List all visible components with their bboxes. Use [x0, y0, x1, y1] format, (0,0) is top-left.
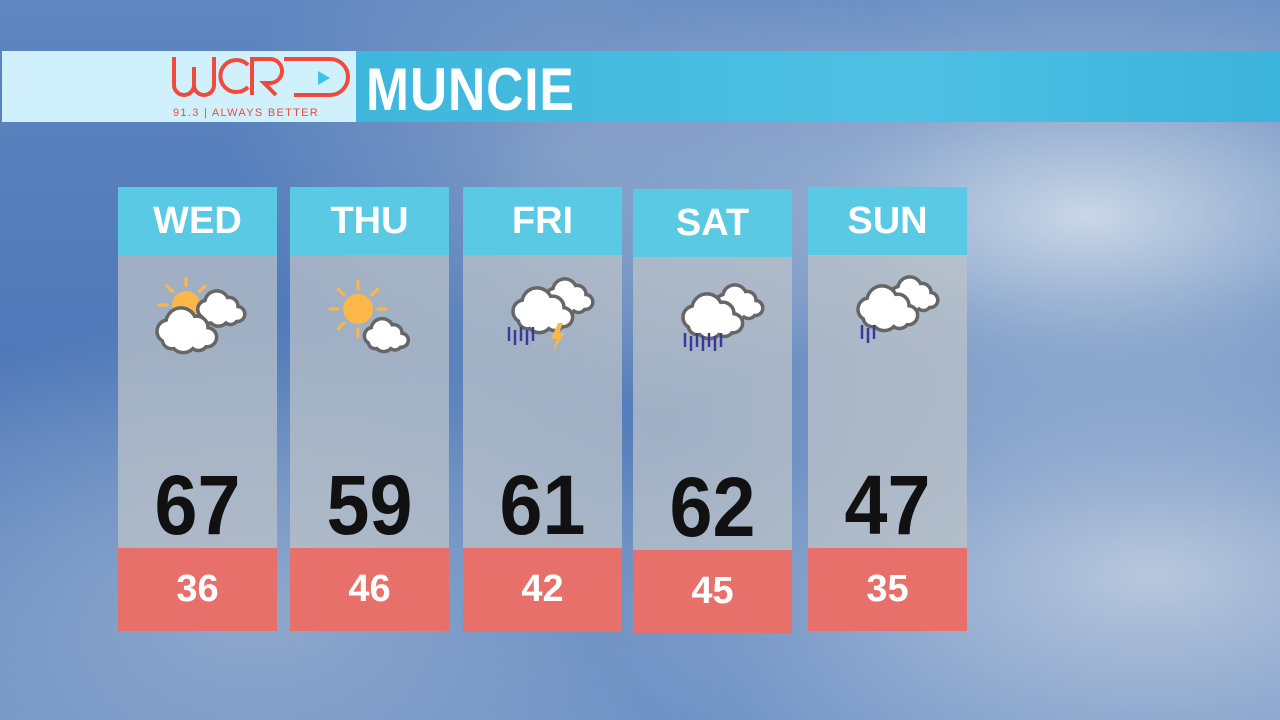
- station-logo: 91.3 | ALWAYS BETTER: [2, 51, 356, 122]
- forecast-day-fri: FRI 61 42: [463, 187, 622, 631]
- high-temp: 59: [326, 458, 413, 552]
- forecast-body: 62: [633, 257, 792, 554]
- high-temp: 62: [669, 460, 756, 554]
- day-label: THU: [290, 187, 449, 255]
- light-rain-icon: [856, 275, 940, 343]
- low-temp: 36: [118, 548, 277, 631]
- thunderstorm-icon: [507, 277, 595, 351]
- forecast-body: 67: [118, 255, 277, 552]
- high-temp: 47: [844, 458, 931, 552]
- day-label: FRI: [463, 187, 622, 255]
- low-temp: 42: [463, 548, 622, 631]
- svg-text:91.3 | ALWAYS BETTER: 91.3 | ALWAYS BETTER: [173, 107, 319, 119]
- low-temp: 46: [290, 548, 449, 631]
- low-temp: 45: [633, 550, 792, 633]
- day-label: SAT: [633, 189, 792, 257]
- day-label: SUN: [808, 187, 967, 255]
- forecast-day-thu: THU 59 46: [290, 187, 449, 631]
- forecast-body: 59: [290, 255, 449, 552]
- title-banner: 91.3 | ALWAYS BETTER MUNCIE: [2, 51, 1280, 123]
- forecast-body: 47: [808, 255, 967, 552]
- city-title: MUNCIE: [366, 56, 575, 123]
- partly-cloudy-icon: [155, 276, 247, 355]
- high-temp: 67: [154, 458, 241, 552]
- mostly-sunny-icon: [328, 279, 411, 354]
- forecast-body: 61: [463, 255, 622, 552]
- high-temp: 61: [499, 458, 586, 552]
- day-label: WED: [118, 187, 277, 255]
- low-temp: 35: [808, 548, 967, 631]
- title-bar: MUNCIE: [356, 51, 1280, 123]
- rain-icon: [681, 283, 765, 351]
- forecast-day-sat: SAT 62 45: [633, 189, 792, 633]
- forecast-day-wed: WED 67 36: [118, 187, 277, 631]
- forecast-day-sun: SUN 47 35: [808, 187, 967, 631]
